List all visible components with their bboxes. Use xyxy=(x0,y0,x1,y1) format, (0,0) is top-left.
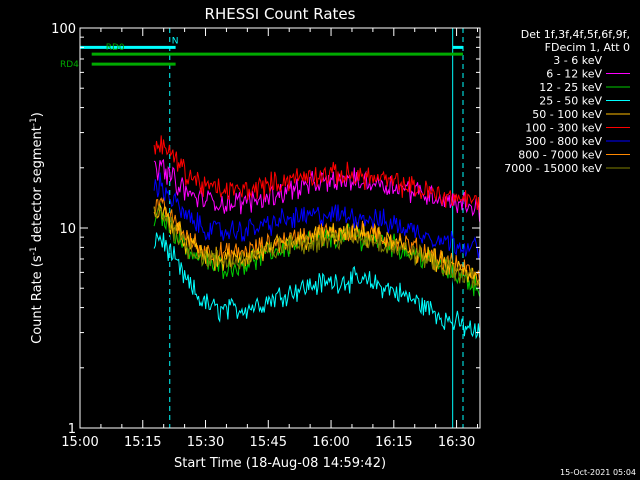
y-label-main: Count Rate (s xyxy=(30,255,45,344)
annotation-layer: N RD0 RD4 xyxy=(60,28,464,428)
x-tick-label-3: 15:45 xyxy=(250,435,287,450)
chart-title: RHESSI Count Rates xyxy=(205,5,356,23)
legend-label-1: 6 - 12 keV xyxy=(546,68,602,81)
legend-label-6: 300 - 800 keV xyxy=(525,135,602,148)
axis-layer: 15:00 15:15 15:30 15:45 16:00 16:15 16:30 1 10 10… xyxy=(51,22,480,450)
series-line-5 xyxy=(153,135,481,213)
x-tick-label-6: 16:30 xyxy=(438,435,475,450)
x-tick-label-1: 15:15 xyxy=(124,435,161,450)
y-tick-label-0: 1 xyxy=(68,422,76,437)
legend-label-3: 25 - 50 keV xyxy=(539,95,602,108)
x-tick-label-2: 15:30 xyxy=(187,435,224,450)
legend-label-5: 100 - 300 keV xyxy=(525,122,602,135)
bar-label-n: N xyxy=(172,36,179,46)
y-axis-label: Count Rate (s-1 detector segment-1) xyxy=(29,112,45,344)
series-line-3 xyxy=(153,232,481,340)
series-line-0 xyxy=(153,229,481,301)
bar-label-rd0: RD0 xyxy=(106,43,125,53)
x-tick-label-0: 15:00 xyxy=(61,435,98,450)
y-label-sup-2: -1 xyxy=(29,117,39,126)
legend-label-4: 50 - 100 keV xyxy=(532,108,602,121)
legend-label-2: 12 - 25 keV xyxy=(539,81,602,94)
y-label-sup-1: -1 xyxy=(29,246,39,255)
y-label-mid: detector segment xyxy=(30,126,45,246)
y-tick-label-1: 10 xyxy=(59,222,76,237)
plot-timestamp: 15-Oct-2021 05:04 xyxy=(560,468,636,477)
plot-frame xyxy=(79,27,481,429)
series-line-8 xyxy=(153,205,481,288)
series-line-4 xyxy=(153,203,481,288)
legend-label-7: 800 - 7000 keV xyxy=(518,149,602,162)
x-tick-label-4: 16:00 xyxy=(312,435,349,450)
bar-label-rd4: RD4 xyxy=(60,60,79,70)
legend: Det 1f,3f,4f,5f,6f,9f,FDecim 1, Att 03 -… xyxy=(504,28,630,175)
x-axis-label: Start Time (18-Aug-08 14:59:42) xyxy=(174,456,386,471)
legend-header-0: Det 1f,3f,4f,5f,6f,9f, xyxy=(521,28,630,41)
legend-label-8: 7000 - 15000 keV xyxy=(504,162,602,175)
series-layer xyxy=(153,135,481,340)
y-tick-label-2: 100 xyxy=(51,22,76,37)
legend-label-0: 3 - 6 keV xyxy=(553,54,602,67)
y-label-end: ) xyxy=(30,112,45,117)
x-tick-label-5: 16:15 xyxy=(375,435,412,450)
series-line-6 xyxy=(153,172,481,259)
legend-header-1: FDecim 1, Att 0 xyxy=(545,41,630,54)
